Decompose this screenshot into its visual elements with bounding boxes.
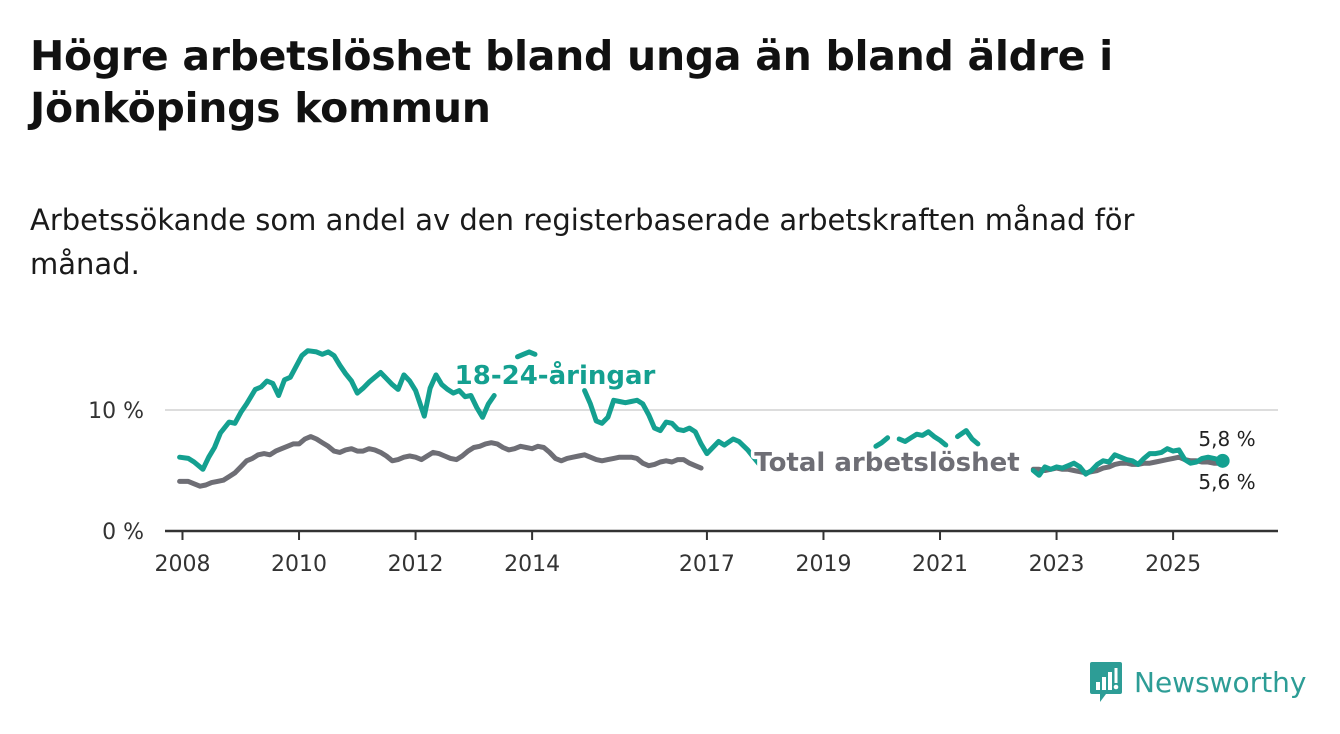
series-layer bbox=[177, 348, 1230, 489]
series-line-segment bbox=[515, 349, 538, 360]
x-tick-label: 2017 bbox=[679, 552, 735, 577]
y-tick-label: 10 % bbox=[88, 399, 144, 424]
series-youth bbox=[177, 348, 1226, 478]
chart-title: Högre arbetslöshet bland unga än bland ä… bbox=[30, 32, 1113, 132]
x-tick-label: 2019 bbox=[795, 552, 851, 577]
chart-subtitle: Arbetssökande som andel av den registerb… bbox=[30, 203, 1135, 281]
series-label-total: Total arbetslöshet bbox=[754, 448, 1019, 478]
series-line-segment bbox=[873, 435, 891, 449]
series-line-segment bbox=[177, 348, 497, 472]
series-line-segment bbox=[955, 428, 981, 447]
brand-name: Newsworthy bbox=[1134, 665, 1307, 699]
x-tick-label: 2008 bbox=[154, 552, 210, 577]
x-tick-label: 2012 bbox=[388, 552, 444, 577]
series-line-segment bbox=[1030, 446, 1226, 478]
series-end-marker bbox=[1215, 453, 1230, 468]
end-value-label-youth: 5,8 % bbox=[1198, 427, 1255, 451]
line-chart: 0 % 10 % 2008 2010 2012 2014 2017 2019 2021 2023 2… bbox=[88, 348, 1278, 577]
newsworthy-logo-icon bbox=[1090, 662, 1122, 702]
x-tick-label: 2021 bbox=[912, 552, 968, 577]
x-tick-label: 2014 bbox=[504, 552, 560, 577]
end-value-label-total: 5,6 % bbox=[1198, 470, 1255, 494]
x-tick-label: 2023 bbox=[1029, 552, 1085, 577]
series-line-segment bbox=[177, 434, 704, 489]
series-line-segment bbox=[806, 465, 818, 472]
axes: 0 % 10 % 2008 2010 2012 2014 2017 2019 2021 2023 2… bbox=[88, 399, 1278, 577]
x-tick-label: 2010 bbox=[271, 552, 327, 577]
newsworthy-brand[interactable]: Newsworthy bbox=[1088, 660, 1307, 704]
series-line-segment bbox=[896, 429, 949, 448]
series-labels: 18-24-åringar Total arbetslöshet 5,8 % 5,6 … bbox=[451, 356, 1255, 495]
series-label-youth: 18-24-åringar bbox=[455, 359, 656, 391]
series-line-segment bbox=[582, 388, 762, 467]
y-tick-label: 0 % bbox=[102, 520, 144, 545]
x-tick-label: 2025 bbox=[1145, 552, 1201, 577]
